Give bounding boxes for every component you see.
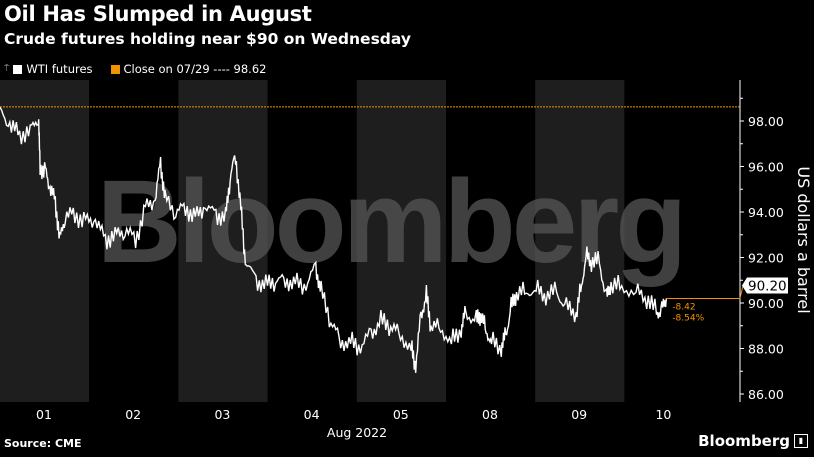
brand-logo: Bloomberg ▮ (698, 432, 808, 450)
source-note: Source: CME (4, 437, 82, 450)
brand-name: Bloomberg (698, 432, 790, 450)
y-tick-label: 92.00 (748, 251, 784, 266)
change-label: -8.42 (672, 302, 695, 312)
last-value-label: 90.20 (748, 278, 787, 294)
session-band (624, 80, 740, 402)
y-tick-label: 90.00 (748, 296, 784, 311)
x-tick-label: 10 (655, 407, 671, 422)
y-tick-label: 94.00 (748, 205, 784, 220)
x-tick-label: 05 (393, 407, 409, 422)
x-tick-label: 01 (36, 407, 52, 422)
legend: ⍑ WTI futures Close on 07/29 ---- 98.62 (4, 62, 266, 76)
session-band (535, 80, 625, 402)
series-line-wti (0, 106, 668, 373)
session-band (89, 80, 179, 402)
x-tick-label: 04 (304, 407, 320, 422)
y-tick-label: 98.00 (748, 114, 784, 129)
legend-swatch-wti (13, 64, 23, 74)
legend-toggle-icon[interactable]: ⍑ (4, 64, 10, 74)
session-band (0, 80, 90, 402)
y-tick-label: 88.00 (748, 342, 784, 357)
x-tick-label: 02 (125, 407, 141, 422)
y-axis-label: US dollars a barrel (794, 166, 813, 313)
watermark: Bloomberg (97, 156, 684, 288)
legend-swatch-close (110, 64, 120, 74)
change-pct-label: -8.54% (672, 313, 704, 323)
session-band (356, 80, 446, 402)
session-band (267, 80, 357, 402)
chart-title: Oil Has Slumped in August (4, 2, 312, 26)
legend-label-wti: WTI futures (26, 62, 93, 76)
y-tick-label: 96.00 (748, 160, 784, 175)
session-band (446, 80, 536, 402)
session-band (178, 80, 268, 402)
y-tick-label: 86.00 (748, 387, 784, 402)
x-axis-label: Aug 2022 (327, 425, 387, 440)
legend-label-close: Close on 07/29 ---- 98.62 (123, 62, 267, 76)
bloomberg-chart-icon: ▮ (794, 434, 808, 448)
x-tick-label: 09 (571, 407, 587, 422)
chart-subtitle: Crude futures holding near $90 on Wednes… (4, 30, 411, 48)
last-value-connector (739, 285, 744, 299)
x-tick-label: 08 (482, 407, 498, 422)
last-value-tag (742, 277, 788, 294)
x-tick-label: 03 (214, 407, 230, 422)
